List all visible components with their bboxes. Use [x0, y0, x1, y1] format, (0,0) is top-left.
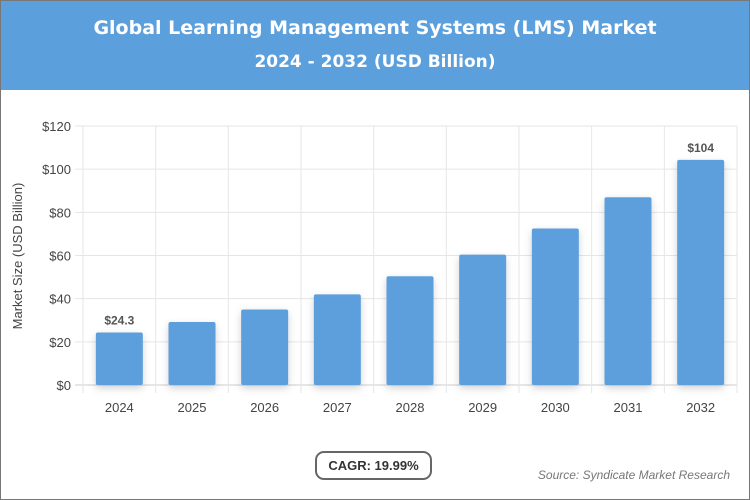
- bar-2029: [459, 254, 507, 385]
- bar-2032: [677, 159, 725, 385]
- bar-2026: [241, 309, 289, 385]
- chart-title: Global Learning Management Systems (LMS)…: [93, 17, 657, 39]
- x-tick-label: 2028: [396, 400, 425, 415]
- bar-2031: [604, 197, 652, 385]
- cagr-badge: CAGR: 19.99%: [315, 451, 432, 480]
- y-axis-label: Market Size (USD Billion): [10, 183, 25, 330]
- y-tick-label: $0: [57, 378, 71, 393]
- bar-2024: [95, 332, 143, 385]
- y-tick-label: $60: [49, 249, 71, 264]
- bar-2027: [313, 294, 361, 385]
- x-tick-label: 2031: [614, 400, 643, 415]
- y-tick-label: $40: [49, 292, 71, 307]
- source-note: Source: Syndicate Market Research: [537, 468, 730, 482]
- x-tick-label: 2030: [541, 400, 570, 415]
- y-tick-label: $80: [49, 205, 71, 220]
- bar-2025: [168, 321, 216, 385]
- y-tick-label: $120: [42, 119, 71, 134]
- bar-2028: [386, 276, 434, 385]
- data-label: $24.3: [104, 314, 134, 328]
- x-tick-label: 2026: [250, 400, 279, 415]
- x-tick-label: 2025: [178, 400, 207, 415]
- x-tick-label: 2029: [468, 400, 497, 415]
- chart-subtitle: 2024 - 2032 (USD Billion): [254, 52, 496, 72]
- y-tick-label: $20: [49, 335, 71, 350]
- x-tick-label: 2032: [686, 400, 715, 415]
- x-tick-label: 2024: [105, 400, 134, 415]
- data-label: $104: [687, 141, 714, 155]
- bar-2030: [531, 228, 579, 385]
- y-tick-label: $100: [42, 162, 71, 177]
- chart-header: Global Learning Management Systems (LMS)…: [1, 1, 749, 90]
- x-tick-label: 2027: [323, 400, 352, 415]
